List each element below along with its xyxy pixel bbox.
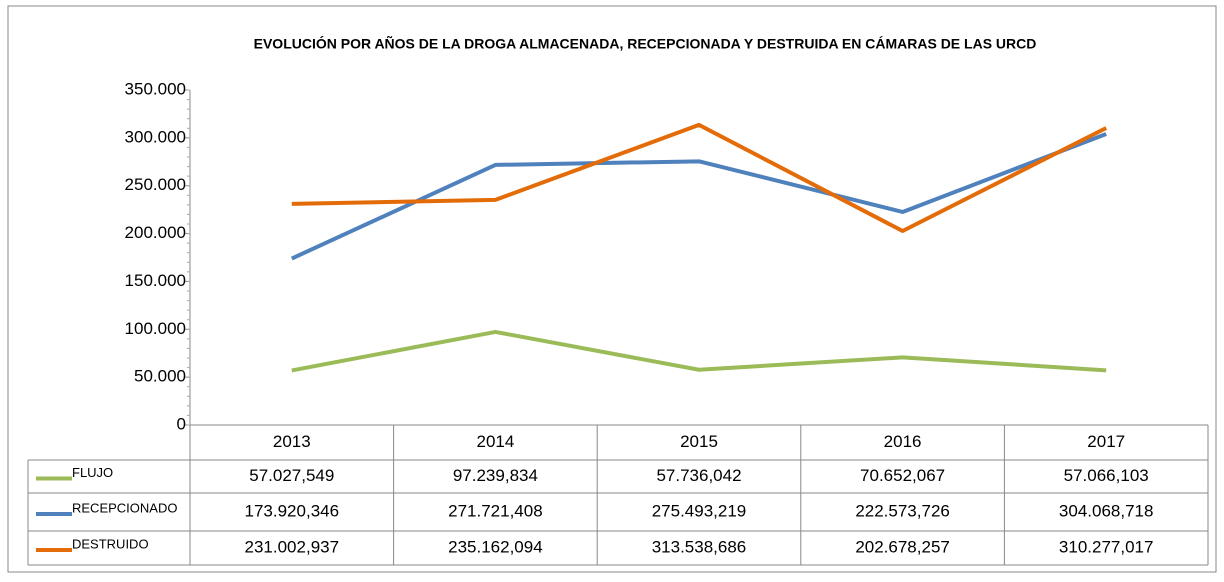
chart-border — [7, 5, 1217, 573]
x-tick-label: 2013 — [273, 432, 311, 451]
y-tick-label: 150.000 — [125, 271, 186, 290]
y-tick-label: 100.000 — [125, 319, 186, 338]
table-value: 173.920,346 — [245, 501, 340, 520]
series-line — [290, 132, 1107, 261]
legend-label: RECEPCIONADO — [72, 500, 177, 515]
table-value: 57.066,103 — [1064, 466, 1149, 485]
y-tick-label: 50.000 — [134, 367, 186, 386]
table-value: 271.721,408 — [448, 501, 543, 520]
y-tick-label: 250.000 — [125, 175, 186, 194]
x-tick-label: 2015 — [680, 432, 718, 451]
legend-label: DESTRUIDO — [72, 536, 149, 551]
table-value: 231.002,937 — [245, 537, 340, 556]
table-value: 304.068,718 — [1059, 501, 1154, 520]
table-value: 97.239,834 — [453, 466, 538, 485]
table-value: 57.736,042 — [656, 466, 741, 485]
x-tick-label: 2017 — [1087, 432, 1125, 451]
x-tick-label: 2016 — [884, 432, 922, 451]
table-value: 275.493,219 — [652, 501, 747, 520]
table-value: 222.573,726 — [855, 501, 950, 520]
x-tick-label: 2014 — [476, 432, 514, 451]
table-value: 313.538,686 — [652, 537, 747, 556]
series-line — [291, 329, 1107, 373]
table-value: 70.652,067 — [860, 466, 945, 485]
chart-title: EVOLUCIÓN POR AÑOS DE LA DROGA ALMACENAD… — [254, 35, 1037, 52]
table-value: 310.277,017 — [1059, 537, 1154, 556]
table-value: 57.027,549 — [249, 466, 334, 485]
y-tick-label: 200.000 — [125, 223, 186, 242]
series-line — [291, 122, 1108, 234]
y-tick-label: 350.000 — [125, 79, 186, 98]
table-value: 235.162,094 — [448, 537, 543, 556]
y-tick-label: 300.000 — [125, 127, 186, 146]
legend-label: FLUJO — [72, 465, 113, 480]
table-value: 202.678,257 — [855, 537, 950, 556]
y-tick-label: 0 — [177, 414, 186, 433]
